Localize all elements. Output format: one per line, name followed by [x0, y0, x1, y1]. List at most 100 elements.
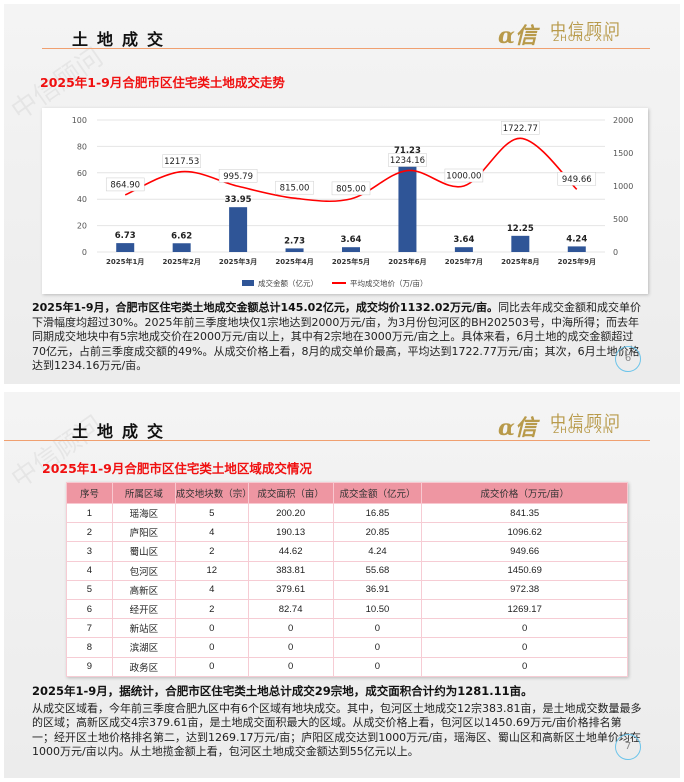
table-cell: 包河区: [111, 560, 176, 581]
company-logo: ɑ信 中信顾问 ZHONG XIN: [498, 16, 648, 49]
page-number: 7: [615, 734, 641, 760]
table-cell: 190.13: [247, 522, 334, 543]
table-cell: 12: [174, 560, 249, 581]
bar-value-label: 6.62: [171, 231, 192, 241]
bar: [172, 243, 191, 252]
logo-en: ZHONG XIN: [553, 34, 615, 44]
bar-value-label: 3.64: [453, 235, 474, 245]
table-cell: 4: [66, 560, 113, 581]
line-label-box: [331, 181, 371, 196]
table-cell: 5: [174, 502, 249, 524]
bar: [454, 247, 473, 252]
line-value-label: 1722.77: [503, 124, 538, 134]
table-cell: 瑶海区: [111, 502, 176, 524]
company-logo: ɑ信 中信顾问 ZHONG XIN: [498, 408, 648, 441]
category-label: 2025年9月: [558, 257, 596, 266]
summary-text: 从成交区域看，今年前三季度合肥九区中有6个区域有地块成交。其中，包河区土地成交1…: [32, 701, 642, 759]
right-axis-tick: 0: [613, 248, 618, 257]
category-label: 2025年1月: [106, 257, 144, 266]
col-header: 序号: [66, 482, 113, 504]
bar-value-label: 33.95: [225, 195, 252, 205]
district-table: 序号 所属区域 成交地块数（宗） 成交面积（亩） 成交金额（亿元） 成交价格（万…: [66, 482, 628, 677]
bar: [285, 248, 304, 252]
header-title: 土地成交: [72, 30, 173, 49]
col-header: 所属区域: [111, 482, 176, 504]
logo-mark-icon: ɑ信: [498, 23, 537, 49]
line-value-label: 864.90: [110, 180, 140, 190]
table-cell: 1096.62: [421, 522, 628, 543]
line-value-label: 805.00: [336, 184, 366, 194]
line-value-label: 949.66: [562, 175, 592, 185]
left-axis-tick: 40: [77, 195, 87, 204]
table-cell: 滨湖区: [111, 637, 176, 658]
table-row: 9 政务区 0 0 0 0: [66, 656, 628, 677]
table-cell: 6: [66, 598, 113, 620]
table-cell: 高新区: [111, 579, 176, 600]
table-cell: 20.85: [332, 522, 423, 543]
table-cell: 0: [332, 656, 423, 677]
bar: [229, 207, 248, 252]
table-cell: 1269.17: [421, 598, 628, 620]
table-cell: 36.91: [332, 579, 423, 600]
table-cell: 0: [332, 637, 423, 658]
legend-line-label: 平均成交地价（万/亩）: [350, 278, 428, 288]
table-cell: 55.68: [332, 560, 423, 581]
table-cell: 2: [174, 541, 249, 562]
right-axis-tick: 500: [613, 215, 628, 224]
summary-bold: 2025年1-9月，据统计，合肥市区住宅类土地总计成交29宗地，成交面积合计约为…: [32, 684, 533, 698]
col-header: 成交面积（亩）: [247, 482, 334, 504]
table-row: 6 经开区 2 82.74 10.50 1269.17: [66, 598, 628, 620]
table-row: 2 庐阳区 4 190.13 20.85 1096.62: [66, 522, 628, 543]
table-cell: 949.66: [421, 541, 628, 562]
table-cell: 政务区: [111, 656, 176, 677]
table-cell: 8: [66, 637, 113, 658]
header-divider: [4, 440, 650, 441]
line-value-label: 1000.00: [446, 172, 481, 182]
line-label-box: [557, 172, 597, 186]
table-cell: 379.61: [247, 579, 334, 600]
logo-mark-icon: ɑ信: [498, 415, 537, 441]
category-label: 2025年2月: [162, 257, 200, 266]
table-cell: 0: [247, 656, 334, 677]
table-cell: 1: [66, 502, 113, 524]
table-row: 4 包河区 12 383.81 55.68 1450.69: [66, 560, 628, 581]
table-cell: 庐阳区: [111, 522, 176, 543]
table-cell: 4: [174, 522, 249, 543]
chart-container: 0 20 40 60 80 100 0 500 1000 1500 2000 2025年1月 6.73 2…: [42, 108, 648, 294]
line-value-label: 815.00: [280, 184, 310, 194]
table-row: 8 滨湖区 0 0 0 0: [66, 637, 628, 658]
col-header: 成交价格（万元/亩）: [421, 482, 628, 504]
table-cell: 10.50: [332, 598, 423, 620]
bar: [342, 247, 360, 252]
combo-chart: 02040608010005001000150020002025年1月6.732…: [72, 116, 634, 288]
category-label: 2025年4月: [275, 257, 313, 266]
line-label-box: [105, 177, 145, 192]
table-cell: 383.81: [247, 560, 334, 581]
table-row: 3 蜀山区 2 44.62 4.24 949.66: [66, 541, 628, 562]
summary-text: 同比去年成交金额和成交单价下滑幅度均超过30%。2025年前三季度地块仅1宗地达…: [32, 301, 642, 372]
table-cell: 0: [332, 618, 423, 639]
bar: [398, 157, 417, 252]
line-value-label: 1217.53: [164, 157, 199, 167]
table-cell: 4.24: [332, 541, 423, 562]
line-label-box: [275, 180, 314, 195]
table-cell: 16.85: [332, 502, 423, 524]
summary-paragraph: 2025年1-9月，合肥市区住宅类土地成交金额总计145.02亿元，成交均价11…: [32, 301, 642, 374]
category-label: 2025年6月: [388, 257, 426, 266]
table-cell: 0: [421, 637, 628, 658]
right-axis-tick: 1000: [613, 182, 633, 191]
col-header: 成交金额（亿元）: [332, 482, 423, 504]
slide-land-trend: 中信顾问 中信顾问 中信顾问 土地成交 ɑ信 中信顾问 ZHONG XIN 20…: [4, 4, 680, 384]
line-label-box: [388, 153, 427, 167]
legend-bar-label: 成交金额（亿元）: [258, 278, 318, 288]
line-label-box: [444, 168, 484, 183]
page-number: 6: [615, 346, 641, 372]
table-cell: 3: [66, 541, 113, 562]
line-label-box: [162, 154, 201, 168]
bar-value-label: 71.23: [394, 146, 421, 156]
category-label: 2025年5月: [332, 257, 370, 266]
line-label-box: [218, 169, 258, 183]
bar-value-label: 3.64: [341, 235, 362, 245]
category-label: 2025年3月: [219, 257, 257, 266]
category-label: 2025年8月: [501, 257, 539, 266]
